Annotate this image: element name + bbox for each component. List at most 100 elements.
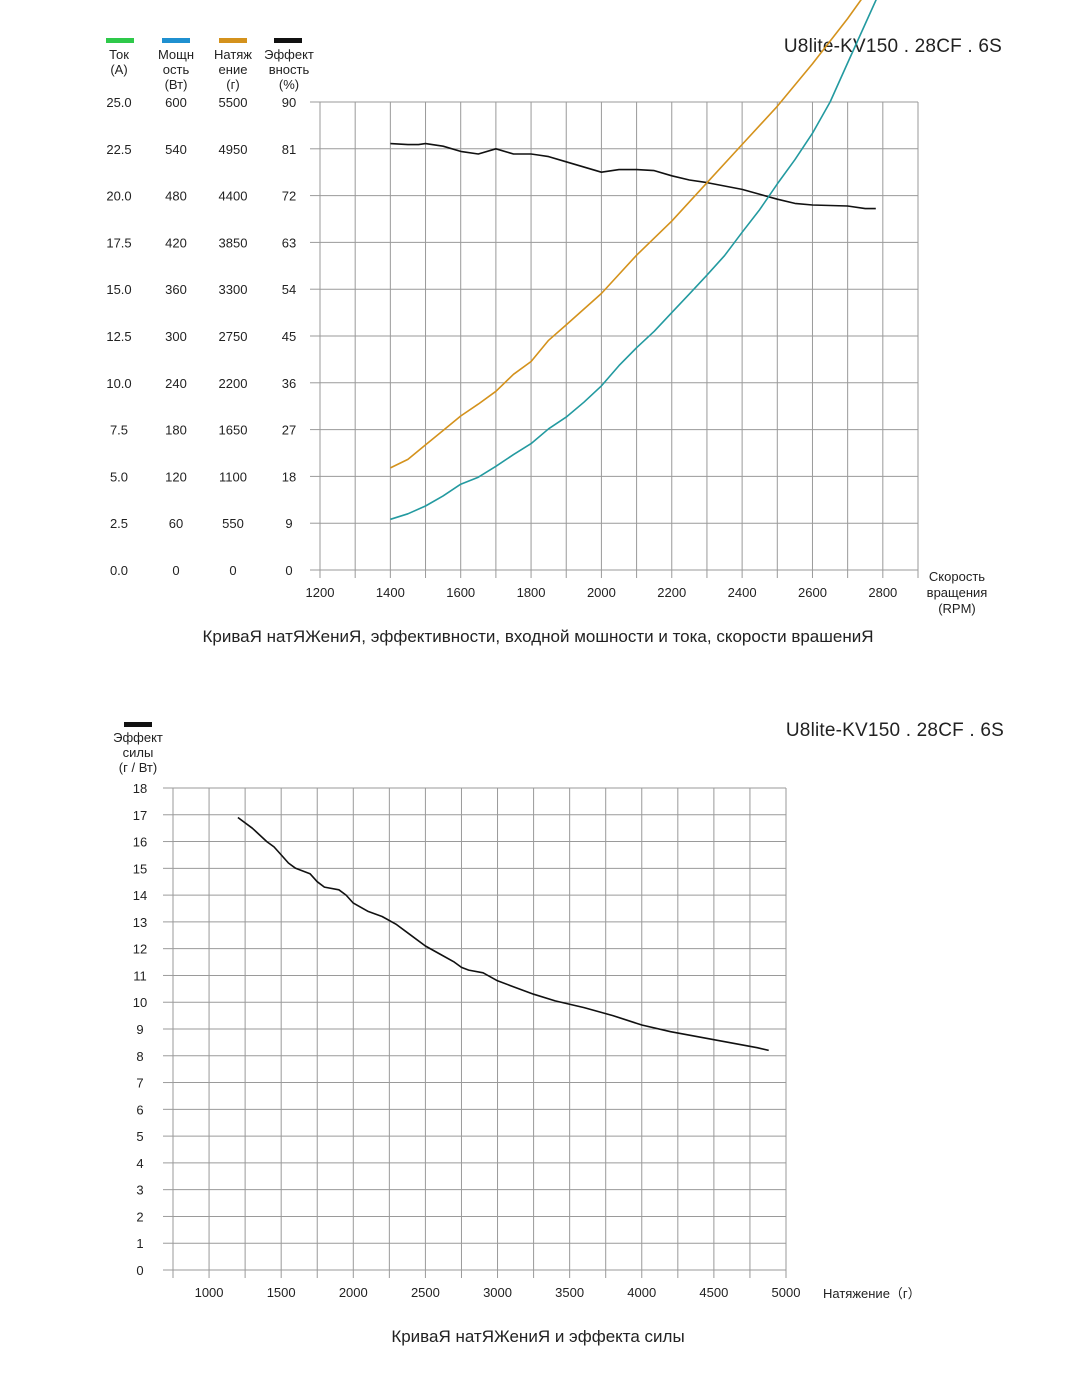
- y-tick-label-thrust: 2750: [219, 329, 248, 344]
- y-tick-label-current: 0.0: [110, 563, 128, 578]
- x-tick-label: 1400: [376, 585, 405, 600]
- y-tick-label: 13: [133, 915, 147, 930]
- y-tick-label: 3: [136, 1183, 143, 1198]
- x-tick-label: 1600: [446, 585, 475, 600]
- x-tick-label: 2000: [339, 1285, 368, 1300]
- y-tick-label-thrust: 4400: [219, 189, 248, 204]
- y-tick-label-thrust: 0: [229, 563, 236, 578]
- y-tick-label-current: 7.5: [110, 423, 128, 438]
- x-axis-label: (RPM): [938, 601, 976, 616]
- y-tick-label: 8: [136, 1049, 143, 1064]
- y-tick-label: 12: [133, 942, 147, 957]
- legend-efficiency-swatch: [274, 38, 302, 43]
- y-tick-label: 18: [133, 781, 147, 796]
- chart2-model-label: U8lite-KV150 . 28CF . 6S: [785, 720, 1004, 741]
- y-tick-label-power: 120: [165, 469, 187, 484]
- x-tick-label: 2600: [798, 585, 827, 600]
- series-thrust-line: [390, 0, 862, 469]
- y-tick-label-thrust: 4950: [219, 142, 248, 157]
- y-tick-label-thrust: 1650: [219, 423, 248, 438]
- y-tick-label-efficiency: 45: [282, 329, 296, 344]
- y-tick-label-efficiency: 36: [282, 376, 296, 391]
- y-tick-label-power: 480: [165, 189, 187, 204]
- x-axis-label: Скорость: [929, 569, 985, 584]
- x-tick-label: 3000: [483, 1285, 512, 1300]
- y-tick-label-current: 2.5: [110, 516, 128, 531]
- y-tick-label: 14: [133, 888, 147, 903]
- y-tick-label-power: 240: [165, 376, 187, 391]
- y-tick-label-thrust: 1100: [219, 469, 247, 484]
- y-tick-label-current: 22.5: [106, 142, 131, 157]
- y-tick-label-thrust: 3850: [219, 235, 248, 250]
- y-tick-label-current: 15.0: [106, 282, 131, 297]
- y-tick-label-power: 420: [165, 235, 187, 250]
- y-tick-label-efficiency: 72: [282, 189, 296, 204]
- y-tick-label-power: 180: [165, 423, 187, 438]
- y-tick-label-efficiency: 63: [282, 235, 296, 250]
- y-tick-label-power: 60: [169, 516, 183, 531]
- y-tick-label-current: 25.0: [106, 95, 131, 110]
- chart1-model-label: U8lite-KV150 . 28CF . 6S: [783, 36, 1002, 57]
- legend-force-effect-swatch: [124, 722, 152, 727]
- x-tick-label: 5000: [772, 1285, 801, 1300]
- y-tick-label: 2: [136, 1209, 143, 1224]
- legend-current-swatch: [106, 38, 134, 43]
- y-tick-label-efficiency: 9: [285, 516, 292, 531]
- y-tick-label: 0: [136, 1263, 143, 1278]
- y-tick-label-power: 540: [165, 142, 187, 157]
- y-tick-label-efficiency: 18: [282, 469, 296, 484]
- x-tick-label: 2000: [587, 585, 616, 600]
- legend-power-label: Мощн ость (Вт): [157, 47, 195, 92]
- y-tick-label: 1: [136, 1236, 143, 1251]
- legend-thrust-label: Натяж ение (г): [213, 47, 253, 92]
- y-tick-label-power: 300: [165, 329, 187, 344]
- x-tick-label: 2500: [411, 1285, 440, 1300]
- x-tick-label: 1800: [517, 585, 546, 600]
- y-tick-label: 4: [136, 1156, 143, 1171]
- y-tick-label: 16: [133, 835, 147, 850]
- y-tick-label-power: 600: [165, 95, 187, 110]
- y-tick-label-thrust: 2200: [219, 376, 248, 391]
- series-force-effect-line: [237, 816, 769, 1052]
- series-efficiency-line: [390, 142, 876, 210]
- x-tick-label: 3500: [555, 1285, 584, 1300]
- x-tick-label: 1200: [306, 585, 335, 600]
- y-tick-label-current: 20.0: [106, 189, 131, 204]
- y-tick-label: 10: [133, 995, 147, 1010]
- y-tick-label-current: 12.5: [106, 329, 131, 344]
- legend-power-swatch: [162, 38, 190, 43]
- legend-efficiency-label: Эффект вность (%): [264, 47, 314, 92]
- y-tick-label: 11: [133, 968, 147, 983]
- y-tick-label: 9: [136, 1022, 143, 1037]
- x-axis-label: вращения: [927, 585, 988, 600]
- x-tick-label: 1500: [267, 1285, 296, 1300]
- legend-current-label: Ток (A): [109, 47, 129, 77]
- chart2-caption: КриваЯ натЯЖениЯ и эффекта силы: [391, 1327, 685, 1346]
- y-tick-label-power: 360: [165, 282, 187, 297]
- legend-thrust-swatch: [219, 38, 247, 43]
- chart2-ylabel: Эффект силы (г / Вт): [113, 730, 163, 775]
- x-tick-label: 4000: [627, 1285, 656, 1300]
- y-tick-label-current: 10.0: [106, 376, 131, 391]
- y-tick-label: 6: [136, 1102, 143, 1117]
- y-tick-label: 7: [136, 1076, 143, 1091]
- x-axis-label: Натяжение（г）: [823, 1286, 921, 1301]
- y-tick-label-thrust: 5500: [219, 95, 248, 110]
- x-tick-label: 2200: [657, 585, 686, 600]
- x-tick-label: 1000: [195, 1285, 224, 1300]
- y-tick-label-thrust: 550: [222, 516, 244, 531]
- y-tick-label-efficiency: 90: [282, 95, 296, 110]
- y-tick-label-current: 5.0: [110, 469, 128, 484]
- y-tick-label-efficiency: 81: [282, 142, 296, 157]
- x-tick-label: 4500: [699, 1285, 728, 1300]
- y-tick-label-power: 0: [172, 563, 179, 578]
- series-power-line: [390, 0, 877, 521]
- y-tick-label-efficiency: 54: [282, 282, 296, 297]
- y-tick-label-efficiency: 27: [282, 423, 296, 438]
- y-tick-label: 17: [133, 808, 147, 823]
- y-tick-label-efficiency: 0: [285, 563, 292, 578]
- x-tick-label: 2400: [728, 585, 757, 600]
- y-tick-label-current: 17.5: [106, 235, 131, 250]
- y-tick-label: 5: [136, 1129, 143, 1144]
